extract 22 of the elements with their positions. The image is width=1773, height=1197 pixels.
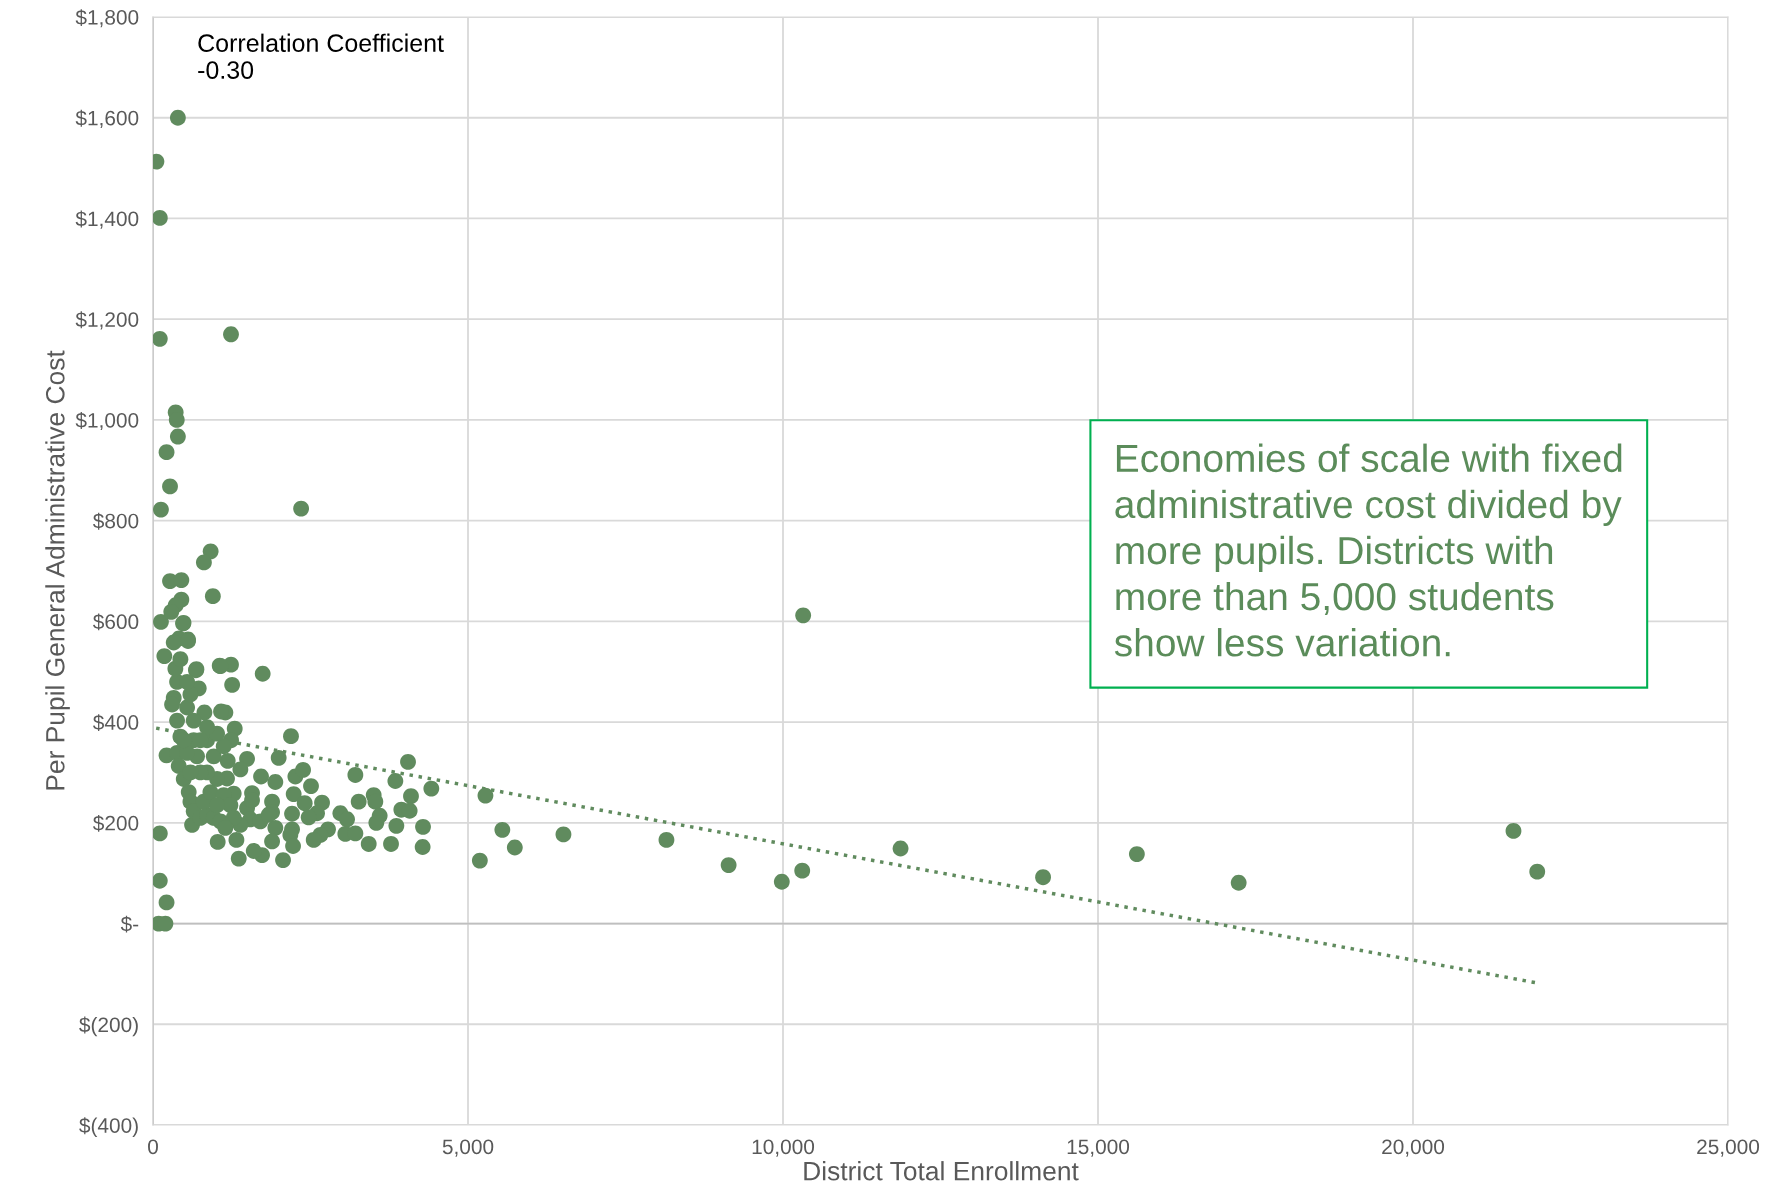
annotation: Economies of scale with fixed administrative cost divided by more pupils. Districts with more than 5,000 students show less variation. (1114, 443, 1622, 657)
x-tick-label: 0 (148, 1139, 158, 1155)
annotation: Correlation Coefficient -0.30 (198, 33, 444, 79)
x-tick-label: 25,000 (1697, 1139, 1760, 1157)
y-tick-label: $1,800 (75, 9, 139, 28)
x-tick-label: 5,000 (442, 1139, 494, 1157)
y-tick-label: $(200) (79, 1016, 138, 1037)
y-tick-label: $1,200 (75, 311, 139, 330)
y-tick-label: $800 (92, 512, 139, 530)
x-tick-label: 15,000 (1067, 1139, 1130, 1157)
y-axis-title: Per Pupil General Administrative Cost (45, 350, 70, 790)
y-tick-label: $- (120, 915, 139, 933)
y-tick-label: $200 (92, 814, 139, 832)
x-axis-title: District Total Enrollment (804, 1161, 1079, 1181)
y-tick-label: $(400) (79, 1117, 138, 1138)
x-tick-label: 20,000 (1382, 1139, 1445, 1157)
x-tick-label: 10,000 (752, 1139, 815, 1157)
y-tick-label: $1,000 (75, 412, 139, 431)
y-tick-label: $600 (92, 613, 139, 631)
y-tick-label: $1,400 (75, 210, 139, 229)
y-tick-label: $1,600 (75, 109, 139, 128)
y-tick-label: $400 (92, 714, 139, 732)
